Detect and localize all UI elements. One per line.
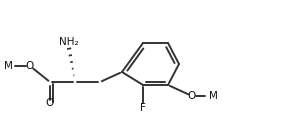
- Text: F: F: [140, 103, 146, 113]
- Text: O: O: [26, 61, 34, 71]
- Text: M: M: [3, 61, 12, 71]
- Text: O: O: [46, 98, 54, 108]
- Text: M: M: [209, 91, 217, 101]
- Text: O: O: [188, 91, 196, 101]
- Text: NH₂: NH₂: [59, 37, 79, 47]
